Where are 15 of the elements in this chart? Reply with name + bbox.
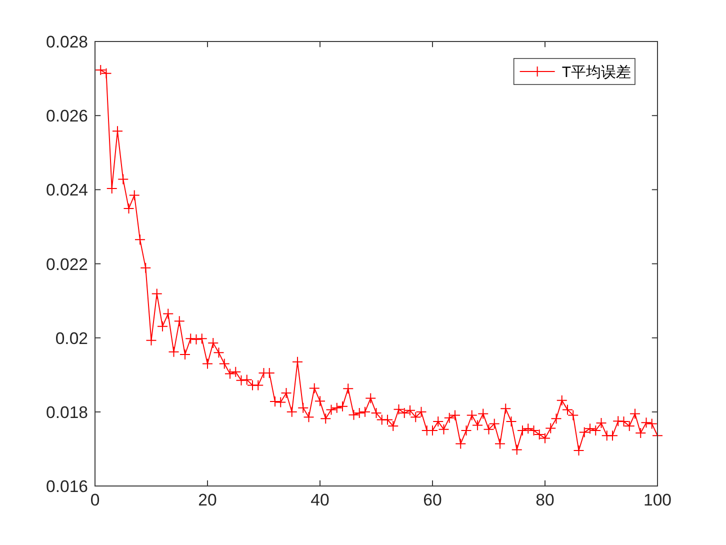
y-tick-label: 0.018 (46, 402, 88, 422)
y-tick-label: 0.028 (46, 32, 88, 52)
legend: T平均误差 (513, 58, 636, 85)
x-tick-label: 20 (198, 490, 217, 510)
y-tick-label: 0.022 (46, 254, 88, 274)
y-tick-label: 0.024 (46, 180, 88, 200)
x-tick-label: 0 (90, 490, 100, 510)
x-tick-label: 80 (536, 490, 554, 510)
x-tick-label: 40 (310, 490, 330, 510)
x-tick-label: 100 (644, 490, 672, 510)
y-tick-label: 0.016 (46, 477, 88, 496)
y-tick-label: 0.026 (46, 106, 88, 126)
legend-label: T平均误差 (562, 64, 631, 81)
y-tick-label: 0.02 (55, 328, 88, 348)
x-tick-label: 60 (423, 490, 442, 510)
